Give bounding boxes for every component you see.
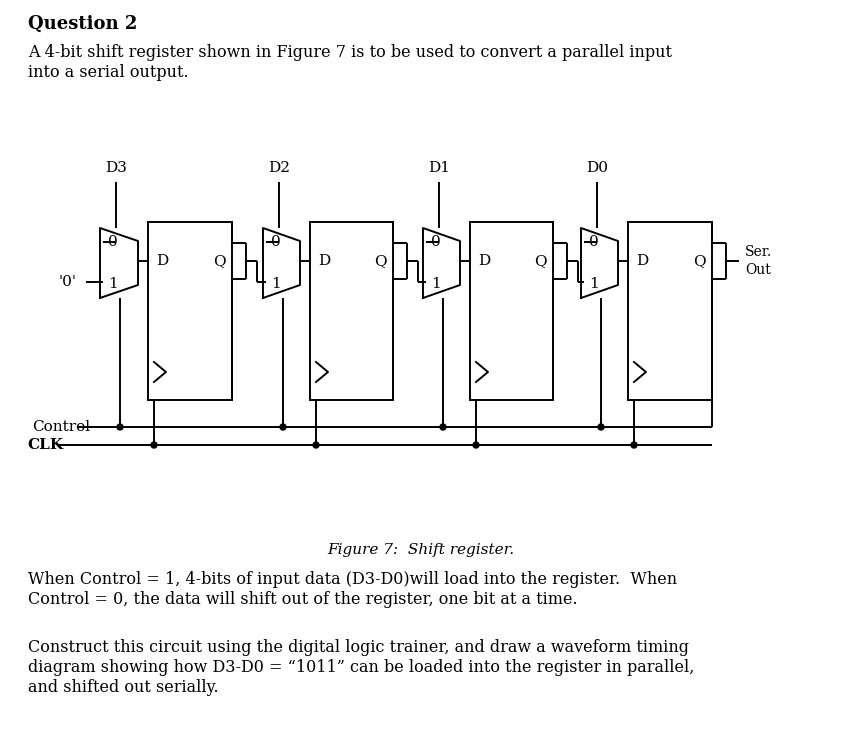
Text: Out: Out	[745, 264, 770, 277]
Text: D2: D2	[268, 161, 290, 175]
Circle shape	[313, 442, 319, 448]
Text: Q: Q	[534, 255, 546, 268]
Text: Construct this circuit using the digital logic trainer, and draw a waveform timi: Construct this circuit using the digital…	[28, 639, 689, 657]
Circle shape	[280, 424, 286, 430]
Text: Figure 7:  Shift register.: Figure 7: Shift register.	[328, 543, 514, 557]
Text: Q: Q	[693, 255, 706, 268]
Text: D: D	[156, 255, 168, 268]
Bar	[310, 222, 393, 400]
Circle shape	[440, 424, 446, 430]
Text: D: D	[318, 255, 330, 268]
Text: CLK: CLK	[27, 438, 63, 452]
Text: Ser.: Ser.	[745, 245, 772, 259]
Text: Q: Q	[213, 255, 226, 268]
Bar	[148, 222, 232, 400]
Circle shape	[151, 442, 157, 448]
Text: A 4-bit shift register shown in Figure 7 is to be used to convert a parallel inp: A 4-bit shift register shown in Figure 7…	[28, 44, 672, 60]
Text: D: D	[636, 255, 648, 268]
Text: D1: D1	[428, 161, 450, 175]
Circle shape	[631, 442, 637, 448]
Text: 0: 0	[431, 235, 441, 249]
Circle shape	[598, 424, 604, 430]
Text: 0: 0	[589, 235, 599, 249]
Text: D3: D3	[105, 161, 127, 175]
Text: D: D	[478, 255, 490, 268]
Text: 1: 1	[271, 277, 281, 291]
Text: Control: Control	[32, 420, 90, 434]
Text: into a serial output.: into a serial output.	[28, 63, 189, 81]
Circle shape	[473, 442, 479, 448]
Text: When Control = 1, 4-bits of input data (D3-D0)will load into the register.  When: When Control = 1, 4-bits of input data (…	[28, 572, 677, 589]
Text: '0': '0'	[59, 275, 77, 289]
Text: 0: 0	[108, 235, 118, 249]
Text: 1: 1	[589, 277, 599, 291]
Text: 1: 1	[108, 277, 118, 291]
Text: Control = 0, the data will shift out of the register, one bit at a time.: Control = 0, the data will shift out of …	[28, 592, 578, 608]
Text: Q: Q	[374, 255, 386, 268]
Text: 0: 0	[271, 235, 281, 249]
Text: and shifted out serially.: and shifted out serially.	[28, 679, 219, 697]
Bar	[628, 222, 712, 400]
Text: Question 2: Question 2	[28, 15, 137, 33]
Text: diagram showing how D3-D0 = “1011” can be loaded into the register in parallel,: diagram showing how D3-D0 = “1011” can b…	[28, 660, 695, 676]
Text: 1: 1	[431, 277, 441, 291]
Circle shape	[117, 424, 123, 430]
Text: D0: D0	[586, 161, 608, 175]
Bar	[470, 222, 553, 400]
